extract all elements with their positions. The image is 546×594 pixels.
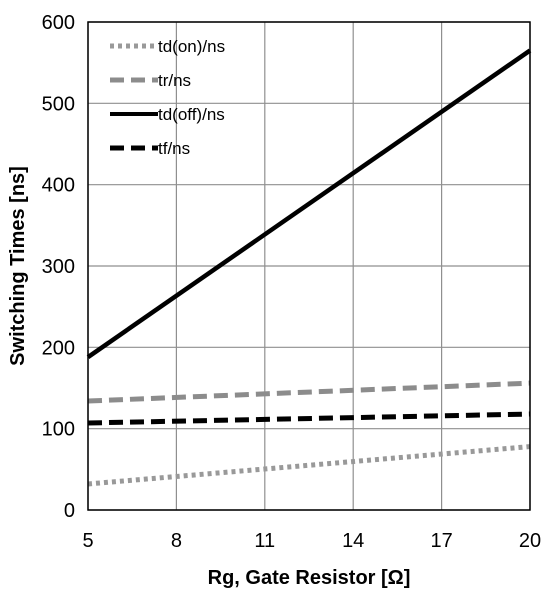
series-line-tr-ns <box>87 380 531 404</box>
y-tick-label: 0 <box>64 500 75 522</box>
x-tick-label: 17 <box>430 530 452 552</box>
legend-label-tr-ns: tr/ns <box>158 71 191 90</box>
x-tick-label: 14 <box>342 530 364 552</box>
series-line-tf-ns <box>87 411 531 426</box>
y-axis-title: Switching Times [ns] <box>7 166 29 366</box>
legend: td(on)/ns tr/ns td(off)/ns tf/ns <box>110 37 225 158</box>
legend-label-td-on-ns: td(on)/ns <box>158 37 225 56</box>
series-line-td-on-ns <box>87 444 531 487</box>
legend-label-tf-ns: tf/ns <box>158 139 190 158</box>
x-tick-label: 20 <box>519 530 541 552</box>
x-tick-label: 5 <box>82 530 93 552</box>
y-tick-label: 600 <box>42 12 75 34</box>
y-tick-label: 400 <box>42 175 75 197</box>
y-tick-label: 300 <box>42 256 75 278</box>
tick-labels: 0 100 200 300 400 500 600 5 8 11 14 17 20 <box>42 12 542 552</box>
x-tick-label: 8 <box>171 530 182 552</box>
plot-frame <box>87 21 531 511</box>
series-lines <box>86 48 532 487</box>
series-line-td-off-ns <box>86 48 532 359</box>
x-axis-title: Rg, Gate Resistor [Ω] <box>208 567 411 589</box>
x-tick-label: 11 <box>254 530 275 552</box>
y-tick-label: 100 <box>42 419 75 441</box>
legend-label-td-off-ns: td(off)/ns <box>158 105 225 124</box>
y-tick-label: 500 <box>42 93 75 115</box>
y-tick-label: 200 <box>42 337 75 359</box>
